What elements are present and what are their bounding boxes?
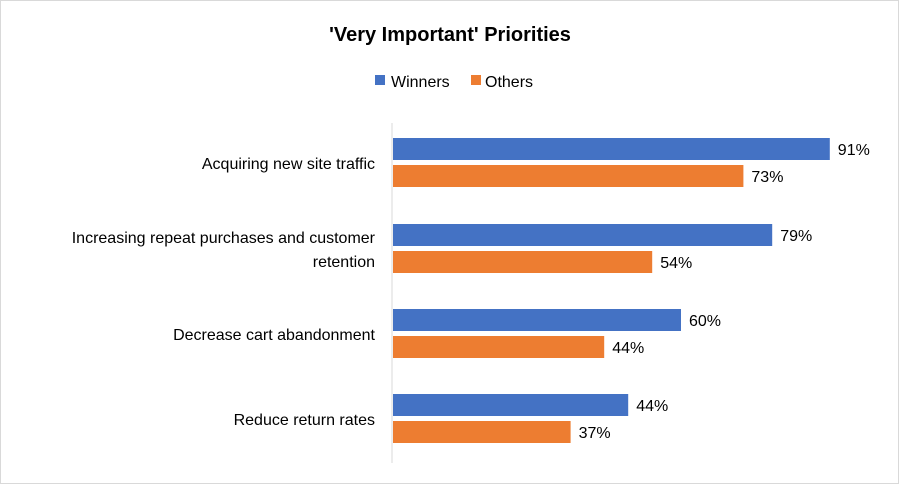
legend: Winners Others bbox=[375, 74, 533, 91]
data-label-winners: 91% bbox=[838, 142, 870, 159]
category-label: Acquiring new site traffic bbox=[202, 156, 375, 173]
data-label-others: 54% bbox=[660, 255, 692, 272]
category-label: Decrease cart abandonment bbox=[173, 327, 375, 344]
data-label-others: 37% bbox=[579, 425, 611, 442]
data-label-others: 73% bbox=[751, 169, 783, 186]
legend-label-winners: Winners bbox=[391, 74, 450, 91]
category-label: Increasing repeat purchases and customer bbox=[72, 230, 376, 247]
bar-others bbox=[393, 165, 744, 187]
bar-winners bbox=[393, 309, 681, 331]
bar-others bbox=[393, 251, 653, 273]
chart-title: 'Very Important' Priorities bbox=[329, 24, 571, 46]
bar-others bbox=[393, 336, 605, 358]
data-label-winners: 44% bbox=[636, 398, 668, 415]
bar-others bbox=[393, 421, 571, 443]
bar-winners bbox=[393, 138, 830, 160]
plot-area: Acquiring new site traffic 91% 73% Increasi… bbox=[72, 138, 870, 443]
data-label-others: 44% bbox=[612, 340, 644, 357]
bar-winners bbox=[393, 394, 629, 416]
legend-swatch-others bbox=[471, 75, 481, 85]
legend-swatch-winners bbox=[375, 75, 385, 85]
bar-winners bbox=[393, 224, 773, 246]
category-label: Reduce return rates bbox=[234, 412, 375, 429]
category-label: retention bbox=[313, 254, 375, 271]
data-label-winners: 79% bbox=[780, 228, 812, 245]
legend-label-others: Others bbox=[485, 74, 533, 91]
data-label-winners: 60% bbox=[689, 313, 721, 330]
